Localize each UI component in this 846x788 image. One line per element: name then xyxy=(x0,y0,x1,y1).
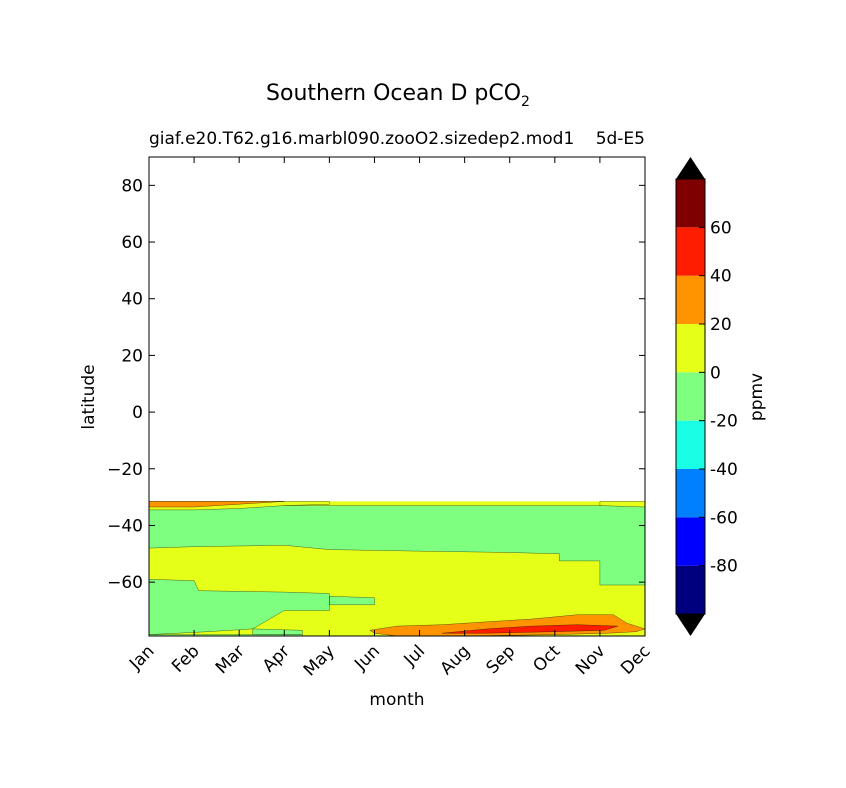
x-tick-label: Apr xyxy=(259,641,294,676)
y-tick-label: 20 xyxy=(121,346,143,366)
colorbar-tick-label: 60 xyxy=(710,218,732,238)
chart-title: Southern Ocean D pCO2 xyxy=(266,81,530,110)
y-tick-label: −20 xyxy=(107,460,143,480)
x-axis-label: month xyxy=(369,690,424,710)
colorbar-tick-label: -40 xyxy=(710,460,738,480)
colorbar-tick-label: 40 xyxy=(710,267,732,287)
colorbar: 60 40 20 0 -20 -40 -60 -80 xyxy=(675,157,738,636)
y-tick-label: −40 xyxy=(107,516,143,536)
colorbar-frame xyxy=(675,178,706,615)
colorbar-tick-label: 20 xyxy=(710,315,732,335)
chart-subtitle-left: giaf.e20.T62.g16.marbl090.zooO2.sizedep2… xyxy=(149,129,574,149)
x-tick-label: Mar xyxy=(212,641,249,678)
y-axis-label: latitude xyxy=(79,364,99,429)
y-tick-label: 60 xyxy=(121,233,143,253)
x-tick-label: Jul xyxy=(400,641,429,670)
y-axis-ticks: 80 60 40 20 0 −20 −40 −60 xyxy=(107,176,645,593)
x-tick-label: May xyxy=(300,641,339,680)
colorbar-extend-max xyxy=(676,157,705,179)
chart-title-main: Southern Ocean D pCO xyxy=(266,81,521,106)
colorbar-segment xyxy=(676,517,705,566)
colorbar-label: ppmv xyxy=(747,373,767,421)
chart-subtitle-right: 5d-E5 xyxy=(596,129,645,149)
plot-frame xyxy=(148,156,646,637)
chart-title-subscript: 2 xyxy=(521,94,530,110)
y-tick-label: 40 xyxy=(121,290,143,310)
colorbar-extend-min xyxy=(676,614,705,636)
colorbar-segment xyxy=(676,372,705,421)
colorbar-tick-label: -60 xyxy=(710,508,738,528)
y-tick-label: 80 xyxy=(121,176,143,196)
x-tick-label: Jan xyxy=(125,641,158,674)
colorbar-segment xyxy=(676,227,705,276)
colorbar-segment xyxy=(676,179,705,228)
colorbar-tick-label: 0 xyxy=(710,363,721,383)
x-tick-label: Jun xyxy=(350,641,384,675)
y-tick-label: −60 xyxy=(107,573,143,593)
x-tick-label: Aug xyxy=(437,641,475,679)
colorbar-segment xyxy=(676,469,705,518)
contour-fill-neg20-0-lower xyxy=(148,579,375,635)
x-tick-label: Oct xyxy=(529,641,564,676)
x-tick-label: Nov xyxy=(572,641,610,679)
x-tick-label: Sep xyxy=(482,641,519,678)
colorbar-segment xyxy=(676,275,705,324)
x-tick-label: Dec xyxy=(617,641,654,678)
colorbar-segment xyxy=(676,420,705,469)
colorbar-segment xyxy=(676,565,705,614)
colorbar-tick-label: -20 xyxy=(710,412,738,432)
plot-area xyxy=(148,156,646,637)
x-tick-label: Feb xyxy=(168,641,203,676)
colorbar-tick-label: -80 xyxy=(710,557,738,577)
y-tick-label: 0 xyxy=(132,403,143,423)
contour-fill-neg20-0-upper xyxy=(148,505,646,586)
colorbar-segment xyxy=(676,324,705,373)
